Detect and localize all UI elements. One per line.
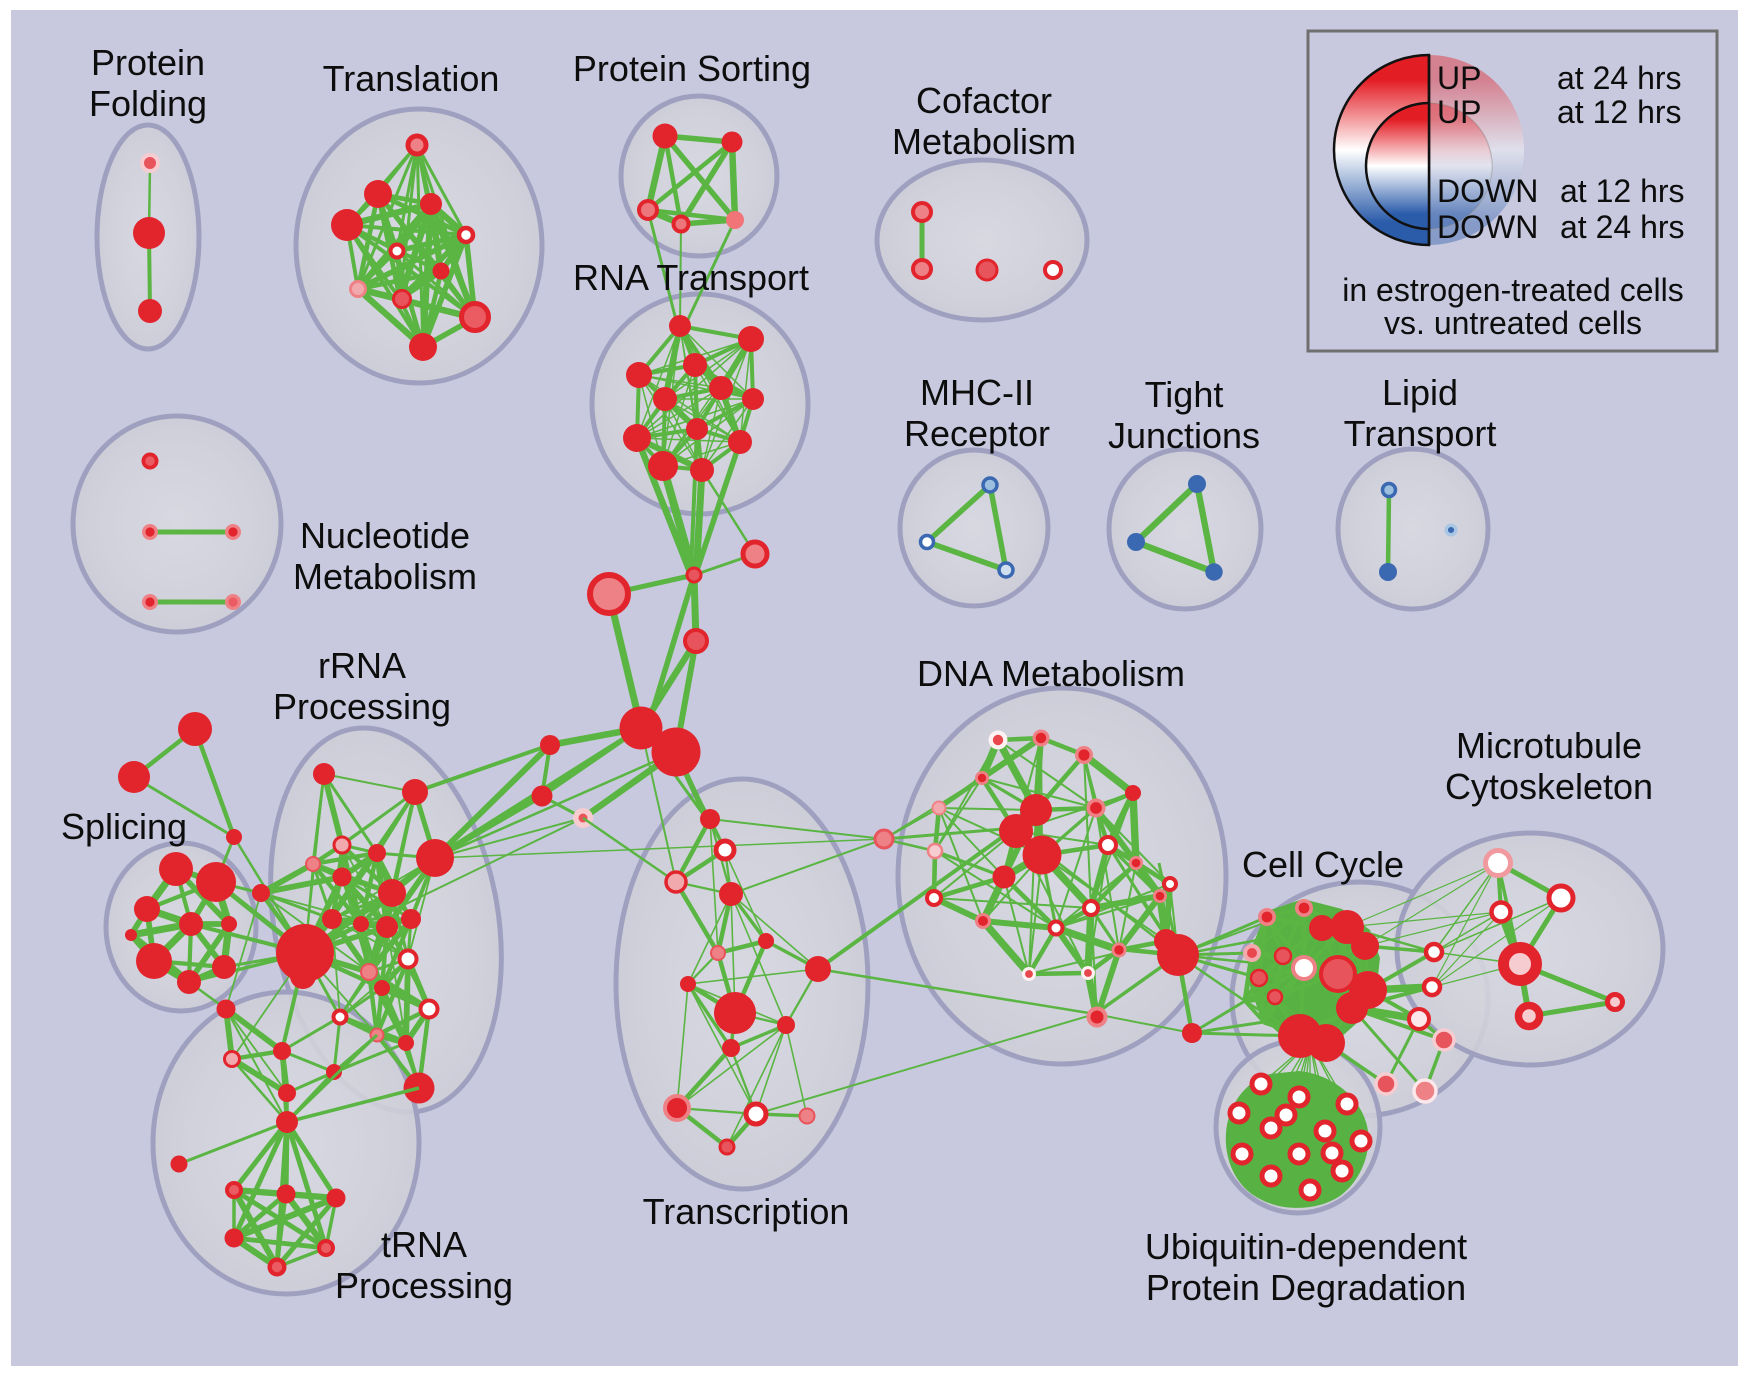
svg-text:DNA Metabolism: DNA Metabolism bbox=[917, 653, 1185, 694]
svg-text:Junctions: Junctions bbox=[1108, 415, 1260, 456]
svg-text:Nucleotide: Nucleotide bbox=[300, 515, 470, 556]
svg-text:Metabolism: Metabolism bbox=[293, 556, 477, 597]
svg-text:Transport: Transport bbox=[1344, 413, 1497, 454]
svg-text:at 24 hrs: at 24 hrs bbox=[1557, 60, 1682, 96]
svg-text:Processing: Processing bbox=[335, 1265, 513, 1306]
svg-text:tRNA: tRNA bbox=[381, 1224, 467, 1265]
svg-text:Metabolism: Metabolism bbox=[892, 121, 1076, 162]
svg-text:Ubiquitin-dependent: Ubiquitin-dependent bbox=[1145, 1226, 1467, 1267]
svg-text:Receptor: Receptor bbox=[904, 413, 1050, 454]
svg-text:vs. untreated cells: vs. untreated cells bbox=[1384, 305, 1642, 341]
svg-text:at 12 hrs: at 12 hrs bbox=[1557, 94, 1682, 130]
svg-text:Transcription: Transcription bbox=[643, 1191, 850, 1232]
svg-text:Lipid: Lipid bbox=[1382, 372, 1458, 413]
svg-text:Folding: Folding bbox=[89, 83, 207, 124]
svg-text:Protein Degradation: Protein Degradation bbox=[1146, 1267, 1466, 1308]
svg-text:rRNA: rRNA bbox=[318, 645, 406, 686]
svg-text:Cell Cycle: Cell Cycle bbox=[1242, 844, 1404, 885]
svg-text:Translation: Translation bbox=[323, 58, 500, 99]
svg-text:at 24 hrs: at 24 hrs bbox=[1560, 209, 1685, 245]
svg-text:UP: UP bbox=[1437, 94, 1481, 130]
svg-text:Cytoskeleton: Cytoskeleton bbox=[1445, 766, 1653, 807]
svg-text:Protein Sorting: Protein Sorting bbox=[573, 48, 811, 89]
svg-text:MHC-II: MHC-II bbox=[920, 372, 1034, 413]
svg-text:UP: UP bbox=[1437, 60, 1481, 96]
svg-text:Processing: Processing bbox=[273, 686, 451, 727]
svg-text:in estrogen-treated cells: in estrogen-treated cells bbox=[1342, 272, 1684, 308]
svg-text:Splicing: Splicing bbox=[61, 806, 187, 847]
svg-text:DOWN: DOWN bbox=[1437, 209, 1538, 245]
svg-text:Cofactor: Cofactor bbox=[916, 80, 1052, 121]
svg-text:DOWN: DOWN bbox=[1437, 173, 1538, 209]
svg-text:RNA Transport: RNA Transport bbox=[573, 257, 809, 298]
svg-text:Tight: Tight bbox=[1145, 374, 1224, 415]
svg-text:at 12 hrs: at 12 hrs bbox=[1560, 173, 1685, 209]
svg-text:Microtubule: Microtubule bbox=[1456, 725, 1642, 766]
svg-text:Protein: Protein bbox=[91, 42, 205, 83]
